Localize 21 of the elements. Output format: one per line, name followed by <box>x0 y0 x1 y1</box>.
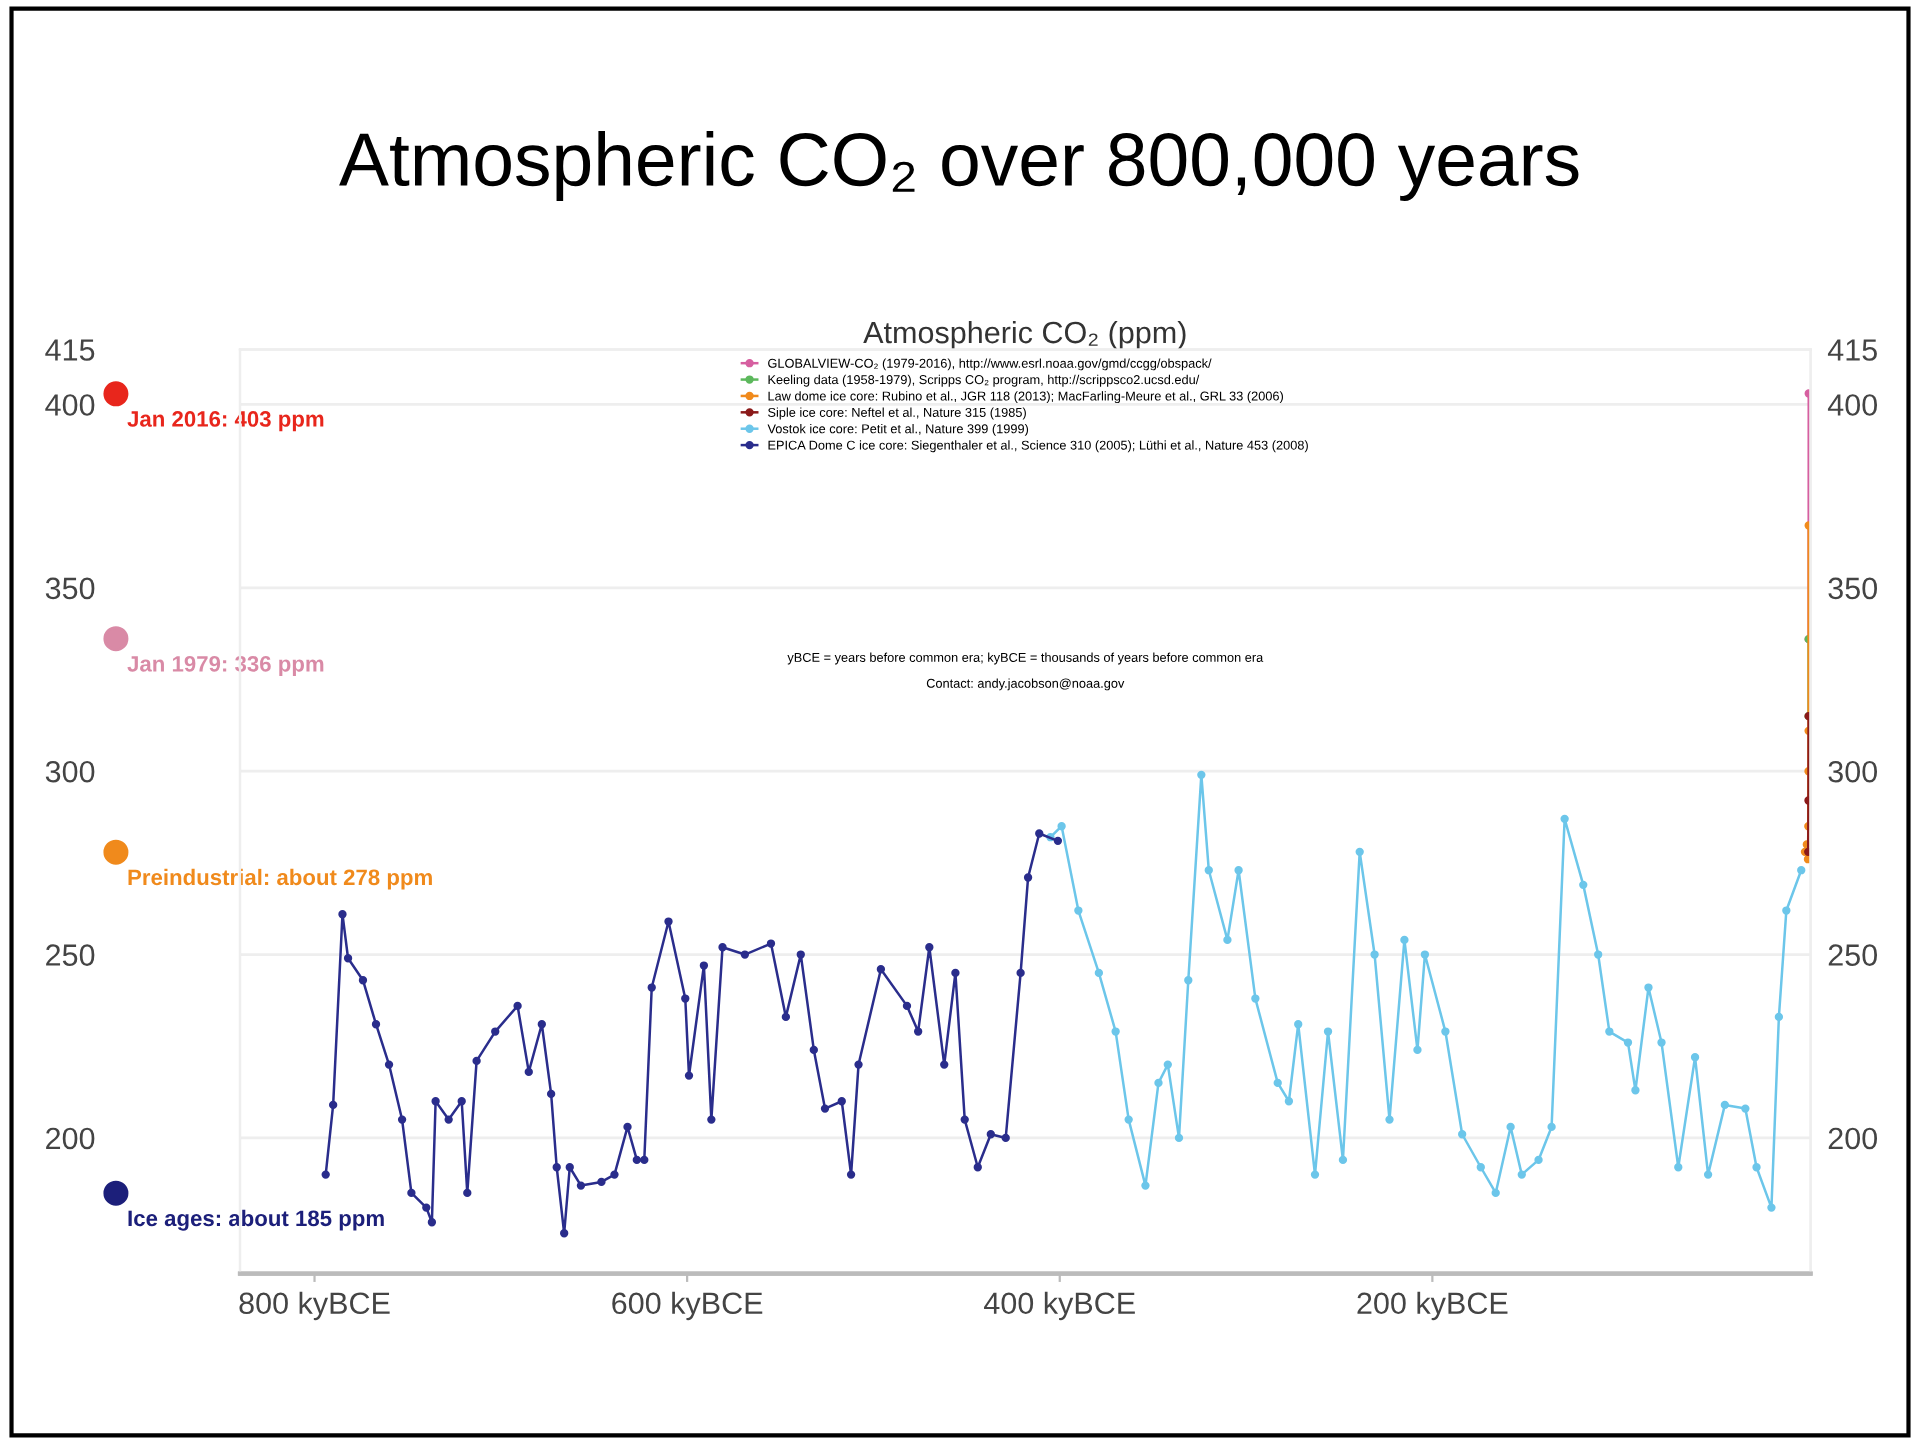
y2-tick-label: 350 <box>45 577 95 600</box>
y2-tick-label: 250 <box>46 944 95 966</box>
y-tick-label: 415 <box>1827 339 1877 361</box>
x-tick-label: 600 kyBCE <box>612 1291 763 1321</box>
annotation: Jan 2016: 403 ppm <box>127 411 324 432</box>
y2-tick-label: 400 <box>45 394 95 416</box>
x-tick-label: 800 kyBCE <box>239 1291 390 1321</box>
annotation: Preindustrial: about 278 ppm <box>128 868 432 890</box>
annotation: Ice ages: about 185 ppm <box>128 1209 384 1231</box>
y-tick-label: 200 <box>1828 1127 1878 1150</box>
y-tick-label: 300 <box>1828 760 1878 783</box>
x-tick-label: 200 kyBCE <box>1357 1291 1508 1321</box>
y2-tick-label: 415 <box>45 339 95 361</box>
y-tick-label: 250 <box>1828 944 1878 966</box>
y2-tick-label: 300 <box>45 760 95 783</box>
chart-subtitle: Atmospheric CO₂ (ppm) <box>863 320 1186 350</box>
y-tick-label: 400 <box>1827 394 1878 416</box>
x-tick-label: 400 kyBCE <box>984 1291 1135 1321</box>
y2-tick-label: 200 <box>46 1127 95 1150</box>
chart-title: Atmospheric CO₂ over 800,000 years <box>339 131 1579 202</box>
y-tick-label: 350 <box>1828 577 1878 600</box>
